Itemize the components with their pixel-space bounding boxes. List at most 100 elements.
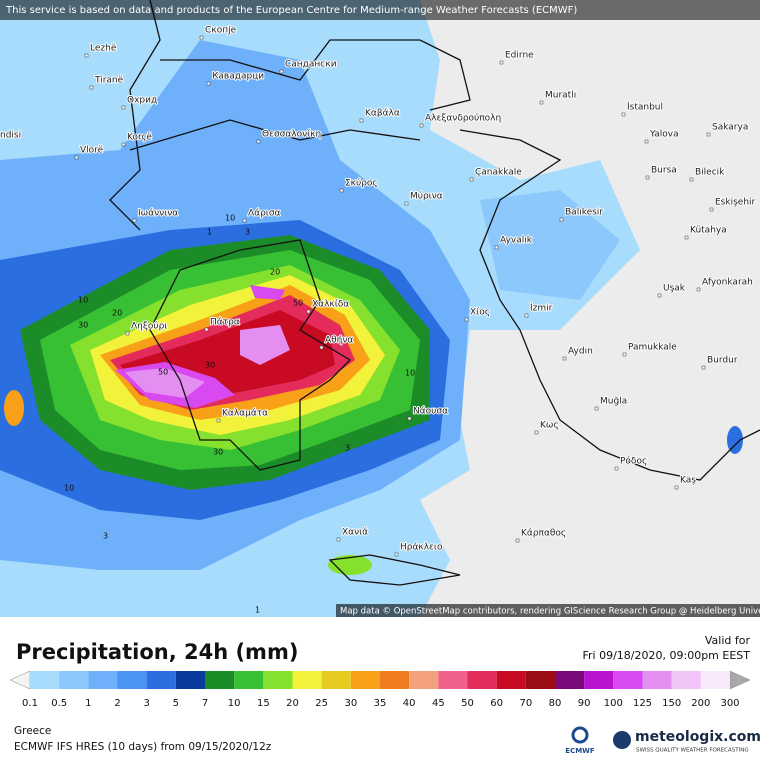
colorbar-swatch: [700, 671, 730, 689]
colorbar-label: 3: [143, 698, 149, 709]
colorbar-swatch: [117, 671, 147, 689]
colorbar-swatch: [584, 671, 614, 689]
border: [129, 119, 421, 151]
city-dot: [319, 345, 324, 350]
legend-panel: Precipitation, 24h (mm) Valid for Fri 09…: [9, 634, 760, 755]
city-label: Νάουσα: [413, 407, 448, 417]
colorbar-swatch: [671, 671, 701, 689]
city-label: Bursa: [651, 166, 677, 176]
city-dot: [359, 118, 364, 123]
city-label: Μύρινα: [410, 191, 443, 202]
colorbar-label: 150: [662, 698, 681, 709]
city-label: Muratlı: [545, 91, 576, 101]
city-label: Afyonkarah: [702, 278, 753, 288]
precip-violet: [125, 368, 205, 398]
city-label: Ιωάννινα: [138, 209, 178, 219]
city-dot: [689, 177, 694, 182]
city-label: Balıkesir: [565, 208, 603, 218]
city-dot: [206, 81, 211, 86]
colorbar-label: 1: [85, 698, 91, 709]
precip-cell: [4, 390, 24, 426]
colorbar-swatch: [59, 671, 89, 689]
city-dot: [279, 69, 284, 74]
city-dot: [256, 139, 261, 144]
ecmwf-logo: [571, 726, 589, 744]
city-label: Kaş: [680, 476, 696, 486]
colorbar-label: 80: [549, 698, 562, 709]
precip-turkey: [480, 190, 620, 300]
attribution-band: [336, 604, 760, 617]
contour-labels: 10 20 30 30 50 50 20 10 3 10 3 1 30 10 3 1: [64, 214, 415, 615]
city-label: Χαλκίδα: [312, 300, 349, 310]
city-dot: [614, 466, 619, 471]
city-dot: [199, 35, 204, 40]
border: [109, 0, 161, 231]
contour-label: 3: [345, 444, 350, 453]
city-label: Tiranë: [94, 76, 124, 86]
city-dot: [674, 485, 679, 490]
contour-label: 30: [213, 448, 223, 457]
colorbar-label: 2: [114, 698, 120, 709]
city-dot: [494, 245, 499, 250]
colorbar-swatch: [88, 671, 118, 689]
contour-label: 10: [405, 369, 415, 378]
colorbar-swatch: [409, 671, 439, 689]
city-label: Χανιά: [342, 528, 368, 538]
colorbar-swatch: [613, 671, 643, 689]
colorbar-swatch: [496, 671, 526, 689]
contour-label: 50: [293, 299, 303, 308]
city-dot: [336, 537, 341, 542]
attribution: Map data © OpenStreetMap contributors, r…: [340, 607, 760, 617]
colorbar-label: 30: [344, 698, 357, 709]
colorbar-swatch: [555, 671, 585, 689]
contour-label: 50: [158, 368, 168, 377]
city-dot: [696, 287, 701, 292]
colorbar-label: 50: [461, 698, 474, 709]
colorbar-label: 0.5: [51, 698, 67, 709]
city-label: Αλεξανδρούπολη: [425, 113, 501, 124]
contour-label: 3: [103, 532, 108, 541]
city-dot: [709, 207, 714, 212]
city-dot: [559, 217, 564, 222]
colorbar-label: 15: [257, 698, 270, 709]
city-dot: [644, 139, 649, 144]
city-label: Ηράκλειο: [400, 543, 443, 553]
city-label: Lezhë: [90, 44, 117, 54]
city-label: Pamukkale: [628, 343, 677, 353]
city-label: Ayvalık: [500, 236, 533, 246]
contour-label: 30: [205, 361, 215, 370]
city-dot: [125, 331, 130, 336]
notice-band: [0, 0, 760, 20]
city-dot: [534, 430, 539, 435]
city-dot: [132, 218, 137, 223]
city-dot: [684, 235, 689, 240]
city-dot: [89, 85, 94, 90]
city-dot: [74, 155, 79, 160]
city-dot: [394, 552, 399, 557]
coastline: [149, 239, 352, 471]
city-dot: [469, 177, 474, 182]
colorbar-label: 45: [432, 698, 445, 709]
borders: [109, 0, 760, 586]
city-label: Burdur: [707, 356, 738, 366]
city-dot: [121, 105, 126, 110]
precip-violet-2: [240, 325, 290, 365]
city-label: Скопје: [205, 26, 237, 36]
coastline: [328, 554, 461, 586]
city-dot: [242, 218, 247, 223]
city-dot: [339, 188, 344, 193]
colorbar-swatch: [380, 671, 410, 689]
city-label: Bilecik: [695, 168, 725, 178]
colorbar-label: 300: [720, 698, 739, 709]
region: Greece: [14, 725, 51, 737]
colorbar-label: 10: [228, 698, 241, 709]
city-label: Χίος: [470, 308, 490, 318]
contour-label: 30: [78, 321, 88, 330]
city-label: Καβάλα: [365, 109, 400, 119]
city-dot: [204, 327, 209, 332]
city-label: Edirne: [505, 51, 534, 61]
border: [160, 39, 471, 111]
precip-crete: [328, 555, 372, 575]
contour-label: 20: [112, 309, 122, 318]
